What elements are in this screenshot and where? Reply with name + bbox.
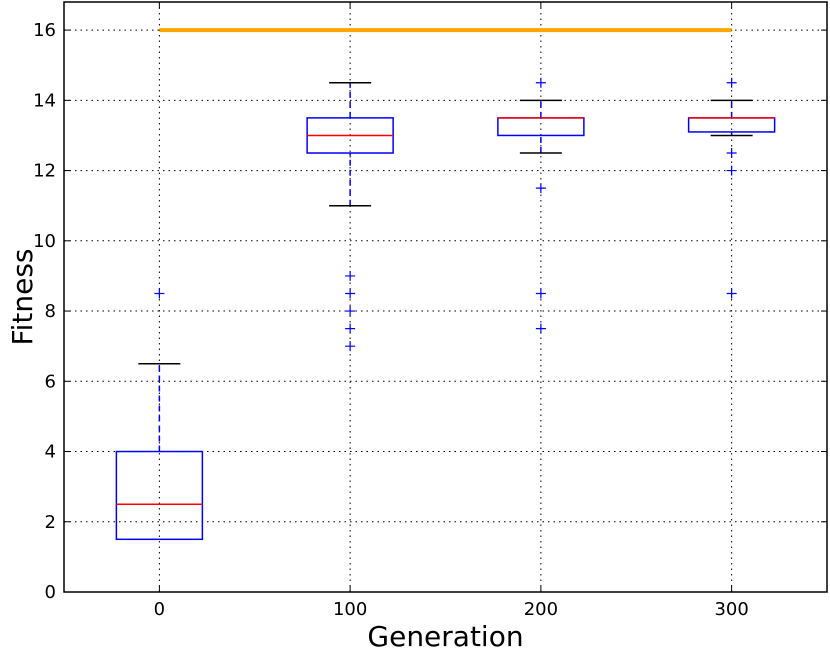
outlier-point: [726, 165, 737, 176]
y-axis-label: Fitness: [6, 249, 39, 346]
y-tick-label: 6: [45, 371, 56, 392]
outlier-point: [726, 148, 737, 159]
box-group: [306, 82, 394, 352]
y-tick-label: 8: [45, 301, 56, 322]
x-axis-label: Generation: [367, 620, 523, 649]
outlier-point: [535, 288, 546, 299]
box-iqr: [497, 117, 585, 137]
x-tick-label: 200: [524, 599, 558, 620]
outlier-point: [345, 288, 356, 299]
outlier-point: [535, 77, 546, 88]
tick-layer: 0 2 4 6 8 10 12 14 16 0 100 200 300: [33, 2, 827, 620]
x-tick-label: 300: [714, 599, 748, 620]
y-tick-label: 2: [45, 512, 56, 533]
outlier-point: [345, 270, 356, 281]
outlier-point: [345, 341, 356, 352]
outlier-point: [345, 306, 356, 317]
x-tick-label: 100: [333, 599, 367, 620]
box-group: [115, 288, 204, 541]
box-group: [497, 77, 585, 334]
box-layer: [115, 77, 776, 541]
y-tick-label: 14: [33, 90, 56, 111]
outlier-point: [345, 323, 356, 334]
y-tick-label: 10: [33, 231, 56, 252]
box-group: [687, 77, 776, 299]
y-tick-label: 4: [45, 442, 56, 463]
outlier-point: [726, 77, 737, 88]
outlier-point: [726, 288, 737, 299]
outlier-point: [535, 323, 546, 334]
outlier-point: [535, 183, 546, 194]
x-tick-label: 0: [154, 599, 165, 620]
plot-frame: [63, 1, 828, 593]
outlier-point: [154, 288, 165, 299]
box-iqr: [115, 450, 204, 541]
y-tick-label: 12: [33, 161, 56, 182]
y-tick-label: 16: [33, 20, 56, 41]
y-tick-label: 0: [45, 582, 56, 603]
